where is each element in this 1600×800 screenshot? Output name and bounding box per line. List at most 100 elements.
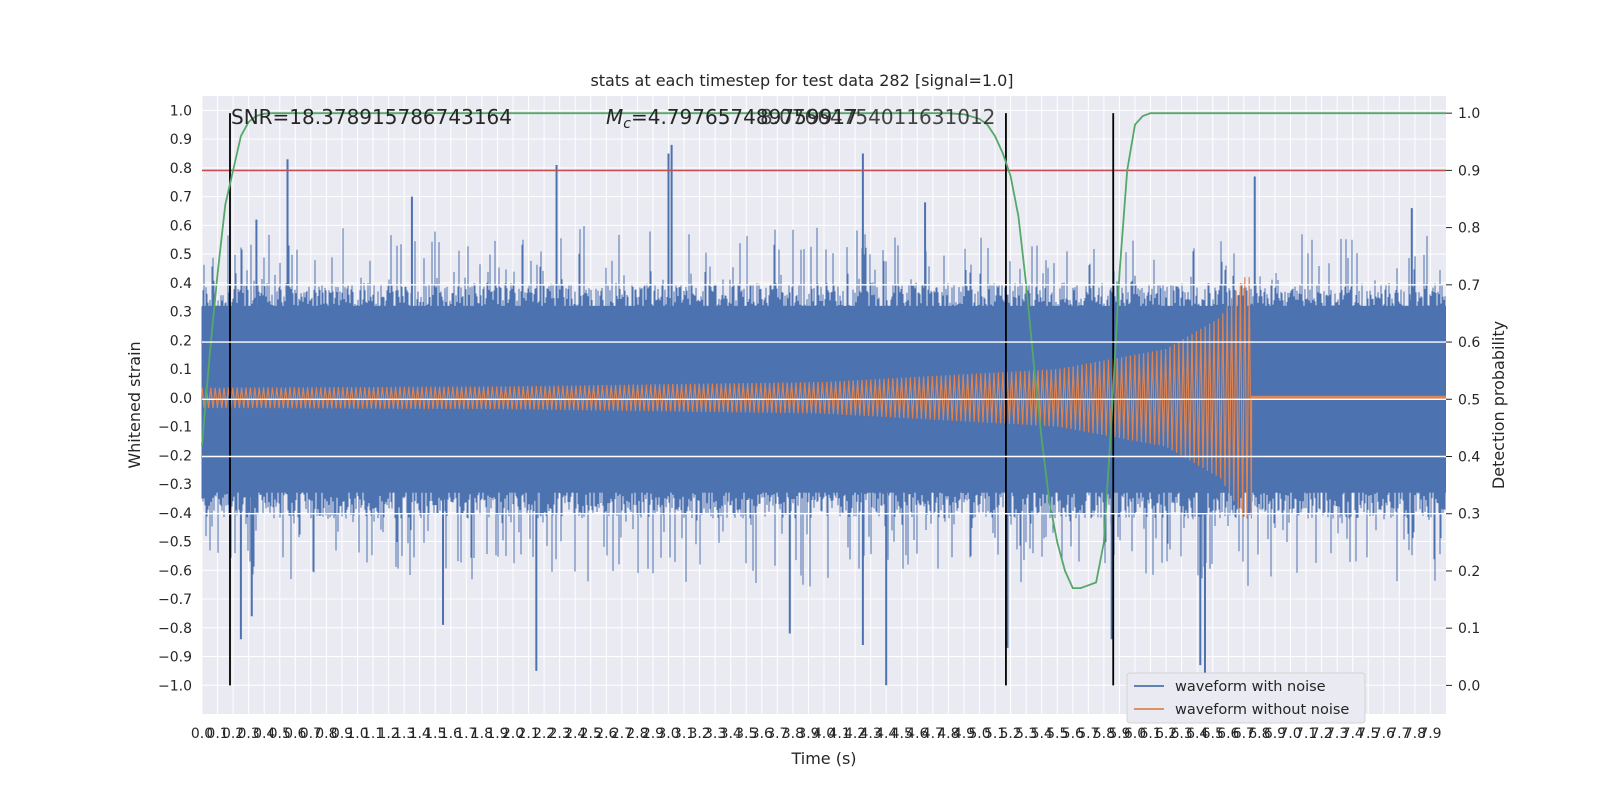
y-tick-label: 0.5 [170,247,192,263]
x-tick-label: 4.0 [813,726,835,742]
overlap-annotation: 8.07664754011631012 [760,105,995,129]
x-tick-label: 2.1 [517,726,539,742]
x-tick-label: 7.0 [1279,726,1301,742]
x-tick-label: 2.9 [642,726,664,742]
x-tick-label: 4.8 [937,726,959,742]
x-axis-label: Time (s) [790,749,856,768]
x-tick-label: 7.5 [1357,726,1379,742]
y2-tick-label: 0.3 [1458,507,1480,523]
snr-annotation: SNR=18.378915786743164 [231,105,512,129]
x-tick-label: 2.0 [502,726,524,742]
x-tick-label: 7.2 [1310,726,1332,742]
x-tick-label: 0.4 [253,726,275,742]
x-tick-label: 6.5 [1202,726,1224,742]
x-tick-label: 0.7 [300,726,322,742]
x-tick-label: 7.7 [1388,726,1410,742]
legend-label-noise: waveform with noise [1175,679,1326,695]
y-tick-label: 0.4 [170,276,192,292]
x-tick-label: 7.6 [1373,726,1395,742]
y-tick-label: −0.2 [158,448,192,464]
x-tick-label: 5.3 [1015,726,1037,742]
x-tick-label: 0.1 [206,726,228,742]
legend: waveform with noise waveform without noi… [1126,672,1366,724]
x-tick-label: 5.4 [1031,726,1053,742]
x-tick-label: 3.9 [797,726,819,742]
mc-symbol: M [606,105,623,129]
x-tick-label: 5.2 [999,726,1021,742]
x-tick-label: 3.0 [657,726,679,742]
x-tick-label: 3.8 [782,726,804,742]
y-tick-label: 0.1 [170,362,192,378]
x-tick-label: 3.3 [704,726,726,742]
x-tick-label: 5.9 [1108,726,1130,742]
y-tick-label: 0.2 [170,333,192,349]
y-tick-label: 0.7 [170,190,192,206]
x-tick-label: 7.9 [1419,726,1441,742]
x-tick-label: 1.9 [486,726,508,742]
x-tick-label: 5.1 [984,726,1006,742]
x-tick-label: 3.2 [688,726,710,742]
y-tick-label: −1.0 [158,678,192,694]
y-tick-labels: 1.0 0.9 0.8 0.7 0.6 0.5 0.4 0.3 0.2 0.1 0.0 −0.1 −0.… [158,103,192,694]
y2-tick-labels: 1.0 0.9 0.8 0.7 0.6 0.5 0.4 0.3 0.2 0.1 0.0 [1446,106,1480,694]
x-tick-label: 7.4 [1342,726,1364,742]
x-tick-label: 0.6 [284,726,306,742]
y2-tick-label: 0.5 [1458,392,1480,408]
x-tick-label: 0.2 [222,726,244,742]
x-tick-label: 6.6 [1217,726,1239,742]
x-tick-label: 5.5 [1046,726,1068,742]
mc-value: =4.797657489759917 [631,105,858,129]
chart-title: stats at each timestep for test data 282… [590,71,1013,90]
x-tick-label: 7.8 [1404,726,1426,742]
y2-tick-label: 0.8 [1458,221,1480,237]
x-tick-label: 4.7 [922,726,944,742]
x-tick-label: 1.4 [409,726,431,742]
y2-tick-label: 0.2 [1458,564,1480,580]
y2-tick-label: 0.9 [1458,163,1480,179]
legend-label-clean: waveform without noise [1175,702,1349,718]
y-tick-label: 0.6 [170,218,192,234]
x-tick-label: 2.6 [595,726,617,742]
y-tick-label: −0.5 [158,535,192,551]
x-tick-label: 1.1 [362,726,384,742]
y-axis-label: Whitened strain [125,341,144,468]
y-tick-label: 0.0 [170,391,192,407]
x-tick-label: 1.8 [471,726,493,742]
x-tick-label: 5.8 [1093,726,1115,742]
x-tick-label: 0.0 [191,726,213,742]
x-tick-label: 1.5 [424,726,446,742]
x-tick-label: 6.7 [1233,726,1255,742]
y2-tick-label: 0.4 [1458,450,1480,466]
x-tick-label: 2.7 [611,726,633,742]
x-tick-label: 6.3 [1171,726,1193,742]
x-tick-label: 0.8 [315,726,337,742]
y-tick-label: −0.3 [158,477,192,493]
y2-tick-label: 0.6 [1458,335,1480,351]
x-tick-label: 3.4 [720,726,742,742]
x-tick-label: 2.3 [549,726,571,742]
x-tick-label: 4.5 [891,726,913,742]
x-tick-label: 1.0 [346,726,368,742]
x-tick-label: 4.2 [844,726,866,742]
mc-subscript: c [623,116,631,132]
y-tick-label: 1.0 [170,103,192,119]
y-tick-label: −0.7 [158,592,192,608]
y-tick-label: −0.4 [158,506,192,522]
x-tick-label: 3.6 [751,726,773,742]
y2-tick-label: 0.0 [1458,678,1480,694]
x-tick-label: 7.1 [1295,726,1317,742]
right-axis-grid [202,284,1446,515]
legend-box [1126,672,1366,724]
x-tick-label: 2.2 [533,726,555,742]
x-tick-label: 0.3 [238,726,260,742]
mc-annotation: Mc=4.797657489759917 [606,105,858,132]
x-tick-label: 4.4 [875,726,897,742]
x-tick-label: 6.0 [1124,726,1146,742]
y-tick-label: 0.3 [170,305,192,321]
y-tick-label: 0.8 [170,161,192,177]
x-tick-label: 6.1 [1139,726,1161,742]
x-tick-label: 2.5 [580,726,602,742]
x-tick-label: 6.9 [1264,726,1286,742]
y2-axis-label: Detection probability [1489,321,1508,489]
y2-tick-label: 0.7 [1458,278,1480,294]
